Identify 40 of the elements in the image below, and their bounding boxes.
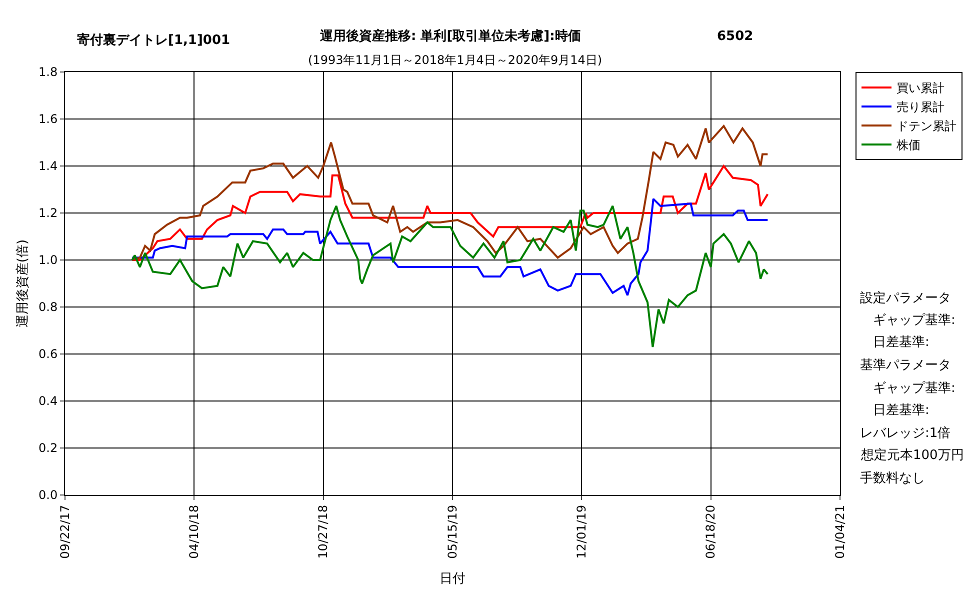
y-tick-label: 0.4 — [38, 394, 58, 408]
x-tick-label: 12/01/19 — [574, 504, 589, 559]
text: 日差基準: — [860, 335, 930, 350]
line-series — [131, 198, 769, 296]
text: 寄付裏デイトレ[1,1]001 — [77, 32, 230, 48]
text: ギャップ基準: — [860, 313, 956, 328]
y-tick-label: 1.2 — [38, 206, 58, 220]
y-tick-label: 0.0 — [38, 488, 58, 502]
text: ギャップ基準: — [860, 381, 956, 396]
y-tick-label: 1.0 — [38, 253, 58, 268]
line-series — [131, 165, 769, 261]
text: 想定元本100万円 — [860, 448, 964, 463]
y-tick-label: 1.8 — [38, 65, 58, 80]
x-tick-label: 05/15/19 — [445, 504, 460, 559]
text: 日差基準: — [860, 403, 930, 418]
chart-subtitle: (1993年11月1日～2018年1月4日～2020年9月14日) — [308, 53, 602, 67]
chart-title: 運用後資産推移: 単利[取引単位未考慮]:時価 — [319, 28, 581, 44]
text: 手数料なし — [860, 471, 925, 486]
line-series — [131, 125, 769, 261]
text: 6502 — [717, 29, 754, 44]
y-axis-title: 運用後資産(倍) — [14, 239, 30, 328]
x-tick-label: 09/22/17 — [58, 504, 72, 559]
y-tick-label: 1.6 — [38, 112, 58, 126]
legend-label: 株価 — [896, 138, 920, 152]
y-tick-label: 0.6 — [38, 347, 58, 362]
x-tick-label: 04/10/18 — [187, 504, 202, 559]
x-tick-label: 10/27/18 — [316, 504, 330, 559]
x-axis-title: 日付 — [440, 571, 466, 586]
y-tick-label: 0.8 — [38, 300, 58, 314]
legend-label: 売り累計 — [896, 100, 944, 114]
text: 設定パラメータ — [860, 291, 951, 306]
text: 基準パラメータ — [860, 358, 951, 373]
text: レバレッジ:1倍 — [860, 426, 951, 441]
legend-label: 買い累計 — [896, 81, 944, 96]
x-tick-label: 06/18/20 — [704, 504, 718, 559]
line-series — [131, 204, 769, 348]
y-tick-label: 1.4 — [38, 159, 58, 174]
legend-label: ドテン累計 — [896, 119, 956, 134]
y-tick-label: 0.2 — [38, 441, 58, 456]
x-tick-label: 01/04/21 — [832, 504, 847, 559]
